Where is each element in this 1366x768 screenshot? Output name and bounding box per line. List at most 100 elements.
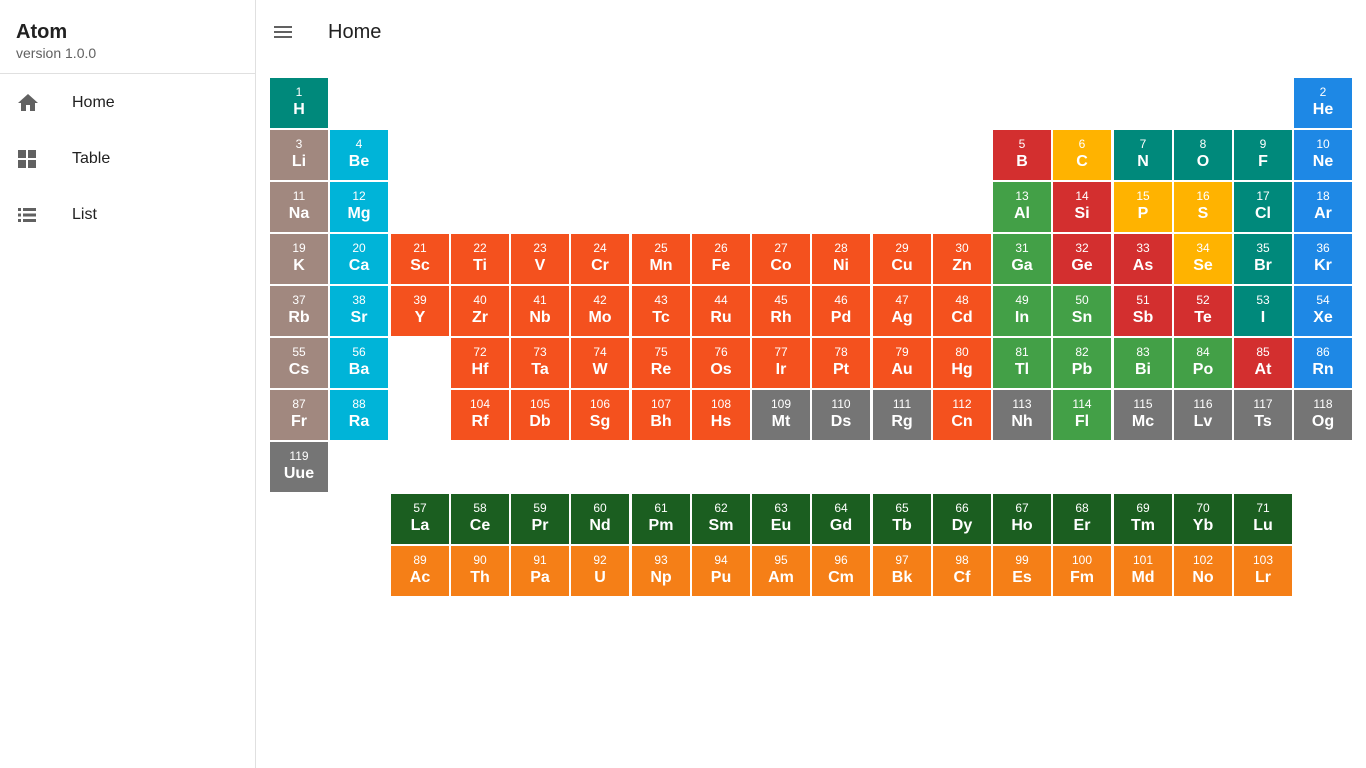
element-cell-pd[interactable]: 46 Pd bbox=[812, 286, 870, 336]
element-cell-nd[interactable]: 60 Nd bbox=[571, 494, 629, 544]
element-cell-db[interactable]: 105 Db bbox=[511, 390, 569, 440]
element-cell-os[interactable]: 76 Os bbox=[692, 338, 750, 388]
element-cell-co[interactable]: 27 Co bbox=[752, 234, 810, 284]
element-cell-fl[interactable]: 114 Fl bbox=[1053, 390, 1111, 440]
element-cell-ce[interactable]: 58 Ce bbox=[451, 494, 509, 544]
element-cell-al[interactable]: 13 Al bbox=[993, 182, 1051, 232]
element-cell-si[interactable]: 14 Si bbox=[1053, 182, 1111, 232]
element-cell-be[interactable]: 4 Be bbox=[330, 130, 388, 180]
element-cell-ta[interactable]: 73 Ta bbox=[511, 338, 569, 388]
element-cell-eu[interactable]: 63 Eu bbox=[752, 494, 810, 544]
element-cell-ar[interactable]: 18 Ar bbox=[1294, 182, 1352, 232]
element-cell-re[interactable]: 75 Re bbox=[632, 338, 690, 388]
element-cell-w[interactable]: 74 W bbox=[571, 338, 629, 388]
element-cell-tm[interactable]: 69 Tm bbox=[1114, 494, 1172, 544]
element-cell-mt[interactable]: 109 Mt bbox=[752, 390, 810, 440]
element-cell-p[interactable]: 15 P bbox=[1114, 182, 1172, 232]
element-cell-rn[interactable]: 86 Rn bbox=[1294, 338, 1352, 388]
element-cell-dy[interactable]: 66 Dy bbox=[933, 494, 991, 544]
element-cell-pt[interactable]: 78 Pt bbox=[812, 338, 870, 388]
element-cell-u[interactable]: 92 U bbox=[571, 546, 629, 596]
element-cell-fr[interactable]: 87 Fr bbox=[270, 390, 328, 440]
element-cell-ca[interactable]: 20 Ca bbox=[330, 234, 388, 284]
element-cell-ac[interactable]: 89 Ac bbox=[391, 546, 449, 596]
element-cell-bk[interactable]: 97 Bk bbox=[873, 546, 931, 596]
element-cell-pu[interactable]: 94 Pu bbox=[692, 546, 750, 596]
element-cell-mg[interactable]: 12 Mg bbox=[330, 182, 388, 232]
element-cell-xe[interactable]: 54 Xe bbox=[1294, 286, 1352, 336]
element-cell-sn[interactable]: 50 Sn bbox=[1053, 286, 1111, 336]
element-cell-cm[interactable]: 96 Cm bbox=[812, 546, 870, 596]
element-cell-he[interactable]: 2 He bbox=[1294, 78, 1352, 128]
element-cell-y[interactable]: 39 Y bbox=[391, 286, 449, 336]
element-cell-mn[interactable]: 25 Mn bbox=[632, 234, 690, 284]
element-cell-pa[interactable]: 91 Pa bbox=[511, 546, 569, 596]
element-cell-no[interactable]: 102 No bbox=[1174, 546, 1232, 596]
element-cell-th[interactable]: 90 Th bbox=[451, 546, 509, 596]
element-cell-er[interactable]: 68 Er bbox=[1053, 494, 1111, 544]
element-cell-md[interactable]: 101 Md bbox=[1114, 546, 1172, 596]
element-cell-og[interactable]: 118 Og bbox=[1294, 390, 1352, 440]
element-cell-rg[interactable]: 111 Rg bbox=[873, 390, 931, 440]
element-cell-tl[interactable]: 81 Tl bbox=[993, 338, 1051, 388]
element-cell-ge[interactable]: 32 Ge bbox=[1053, 234, 1111, 284]
element-cell-pr[interactable]: 59 Pr bbox=[511, 494, 569, 544]
element-cell-rf[interactable]: 104 Rf bbox=[451, 390, 509, 440]
element-cell-cs[interactable]: 55 Cs bbox=[270, 338, 328, 388]
nav-item-list[interactable]: List bbox=[0, 187, 255, 243]
element-cell-cf[interactable]: 98 Cf bbox=[933, 546, 991, 596]
element-cell-lv[interactable]: 116 Lv bbox=[1174, 390, 1232, 440]
element-cell-k[interactable]: 19 K bbox=[270, 234, 328, 284]
element-cell-ti[interactable]: 22 Ti bbox=[451, 234, 509, 284]
element-cell-tc[interactable]: 43 Tc bbox=[632, 286, 690, 336]
element-cell-au[interactable]: 79 Au bbox=[873, 338, 931, 388]
element-cell-ts[interactable]: 117 Ts bbox=[1234, 390, 1292, 440]
element-cell-s[interactable]: 16 S bbox=[1174, 182, 1232, 232]
element-cell-ra[interactable]: 88 Ra bbox=[330, 390, 388, 440]
element-cell-in[interactable]: 49 In bbox=[993, 286, 1051, 336]
element-cell-ne[interactable]: 10 Ne bbox=[1294, 130, 1352, 180]
element-cell-po[interactable]: 84 Po bbox=[1174, 338, 1232, 388]
element-cell-gd[interactable]: 64 Gd bbox=[812, 494, 870, 544]
element-cell-lu[interactable]: 71 Lu bbox=[1234, 494, 1292, 544]
element-cell-zr[interactable]: 40 Zr bbox=[451, 286, 509, 336]
element-cell-uue[interactable]: 119 Uue bbox=[270, 442, 328, 492]
element-cell-kr[interactable]: 36 Kr bbox=[1294, 234, 1352, 284]
element-cell-i[interactable]: 53 I bbox=[1234, 286, 1292, 336]
element-cell-ds[interactable]: 110 Ds bbox=[812, 390, 870, 440]
element-cell-tb[interactable]: 65 Tb bbox=[873, 494, 931, 544]
element-cell-hs[interactable]: 108 Hs bbox=[692, 390, 750, 440]
element-cell-ni[interactable]: 28 Ni bbox=[812, 234, 870, 284]
element-cell-hf[interactable]: 72 Hf bbox=[451, 338, 509, 388]
element-cell-cl[interactable]: 17 Cl bbox=[1234, 182, 1292, 232]
element-cell-ir[interactable]: 77 Ir bbox=[752, 338, 810, 388]
element-cell-na[interactable]: 11 Na bbox=[270, 182, 328, 232]
element-cell-pb[interactable]: 82 Pb bbox=[1053, 338, 1111, 388]
element-cell-at[interactable]: 85 At bbox=[1234, 338, 1292, 388]
nav-item-table[interactable]: Table bbox=[0, 131, 255, 187]
element-cell-pm[interactable]: 61 Pm bbox=[632, 494, 690, 544]
element-cell-hg[interactable]: 80 Hg bbox=[933, 338, 991, 388]
element-cell-li[interactable]: 3 Li bbox=[270, 130, 328, 180]
element-cell-ag[interactable]: 47 Ag bbox=[873, 286, 931, 336]
element-cell-am[interactable]: 95 Am bbox=[752, 546, 810, 596]
element-cell-mo[interactable]: 42 Mo bbox=[571, 286, 629, 336]
element-cell-la[interactable]: 57 La bbox=[391, 494, 449, 544]
element-cell-sm[interactable]: 62 Sm bbox=[692, 494, 750, 544]
element-cell-zn[interactable]: 30 Zn bbox=[933, 234, 991, 284]
element-cell-as[interactable]: 33 As bbox=[1114, 234, 1172, 284]
element-cell-cn[interactable]: 112 Cn bbox=[933, 390, 991, 440]
menu-icon[interactable] bbox=[274, 20, 294, 44]
element-cell-bi[interactable]: 83 Bi bbox=[1114, 338, 1172, 388]
element-cell-rh[interactable]: 45 Rh bbox=[752, 286, 810, 336]
element-cell-bh[interactable]: 107 Bh bbox=[632, 390, 690, 440]
element-cell-lr[interactable]: 103 Lr bbox=[1234, 546, 1292, 596]
element-cell-sg[interactable]: 106 Sg bbox=[571, 390, 629, 440]
nav-item-home[interactable]: Home bbox=[0, 75, 255, 131]
